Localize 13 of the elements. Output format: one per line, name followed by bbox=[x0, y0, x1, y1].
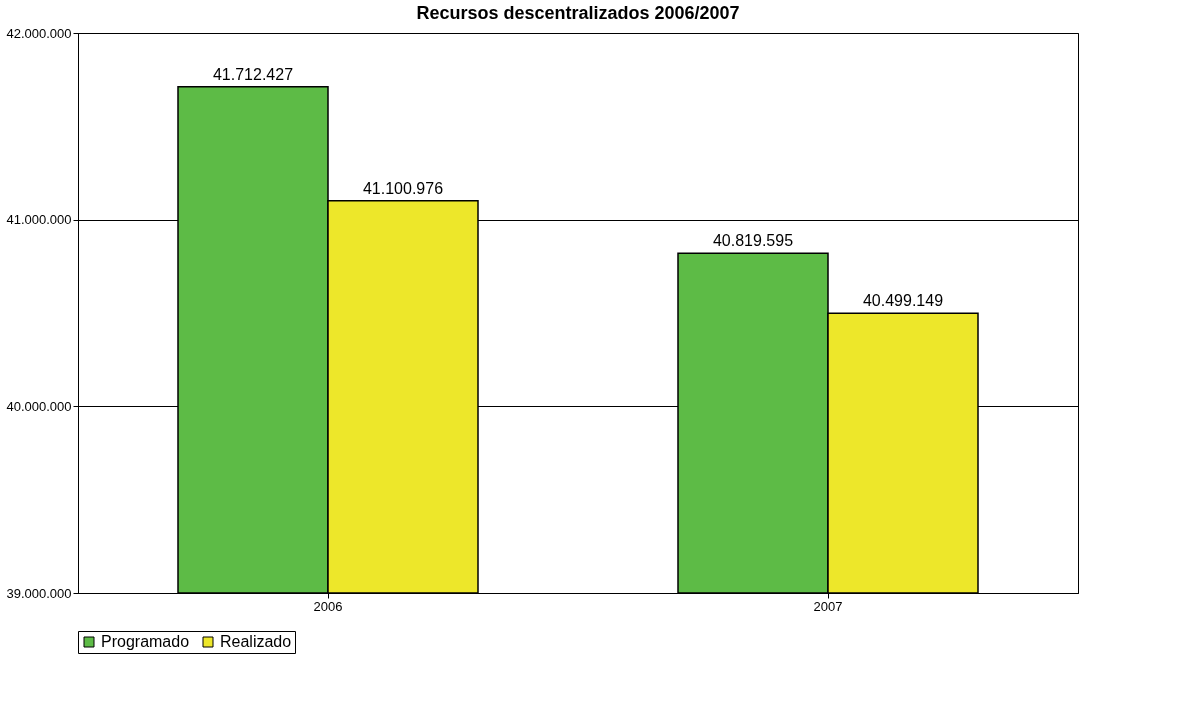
data-label: 41.712.427 bbox=[212, 65, 294, 83]
data-label: 40.499.149 bbox=[862, 292, 944, 310]
y-tick-label: 39.000.000 bbox=[6, 585, 72, 601]
chart-title: Recursos descentralizados 2006/2007 bbox=[416, 3, 740, 23]
legend-label: Programado bbox=[101, 633, 190, 650]
y-tick-label: 40.000.000 bbox=[6, 398, 72, 414]
x-tick-label: 2007 bbox=[813, 598, 843, 614]
y-tick-label: 42.000.000 bbox=[6, 25, 72, 41]
x-tick-label: 2006 bbox=[313, 598, 343, 614]
y-tick-label: 41.000.000 bbox=[6, 212, 72, 228]
data-label: 40.819.595 bbox=[712, 232, 794, 250]
data-label: 41.100.976 bbox=[362, 179, 444, 197]
legend-label: Realizado bbox=[220, 633, 292, 650]
